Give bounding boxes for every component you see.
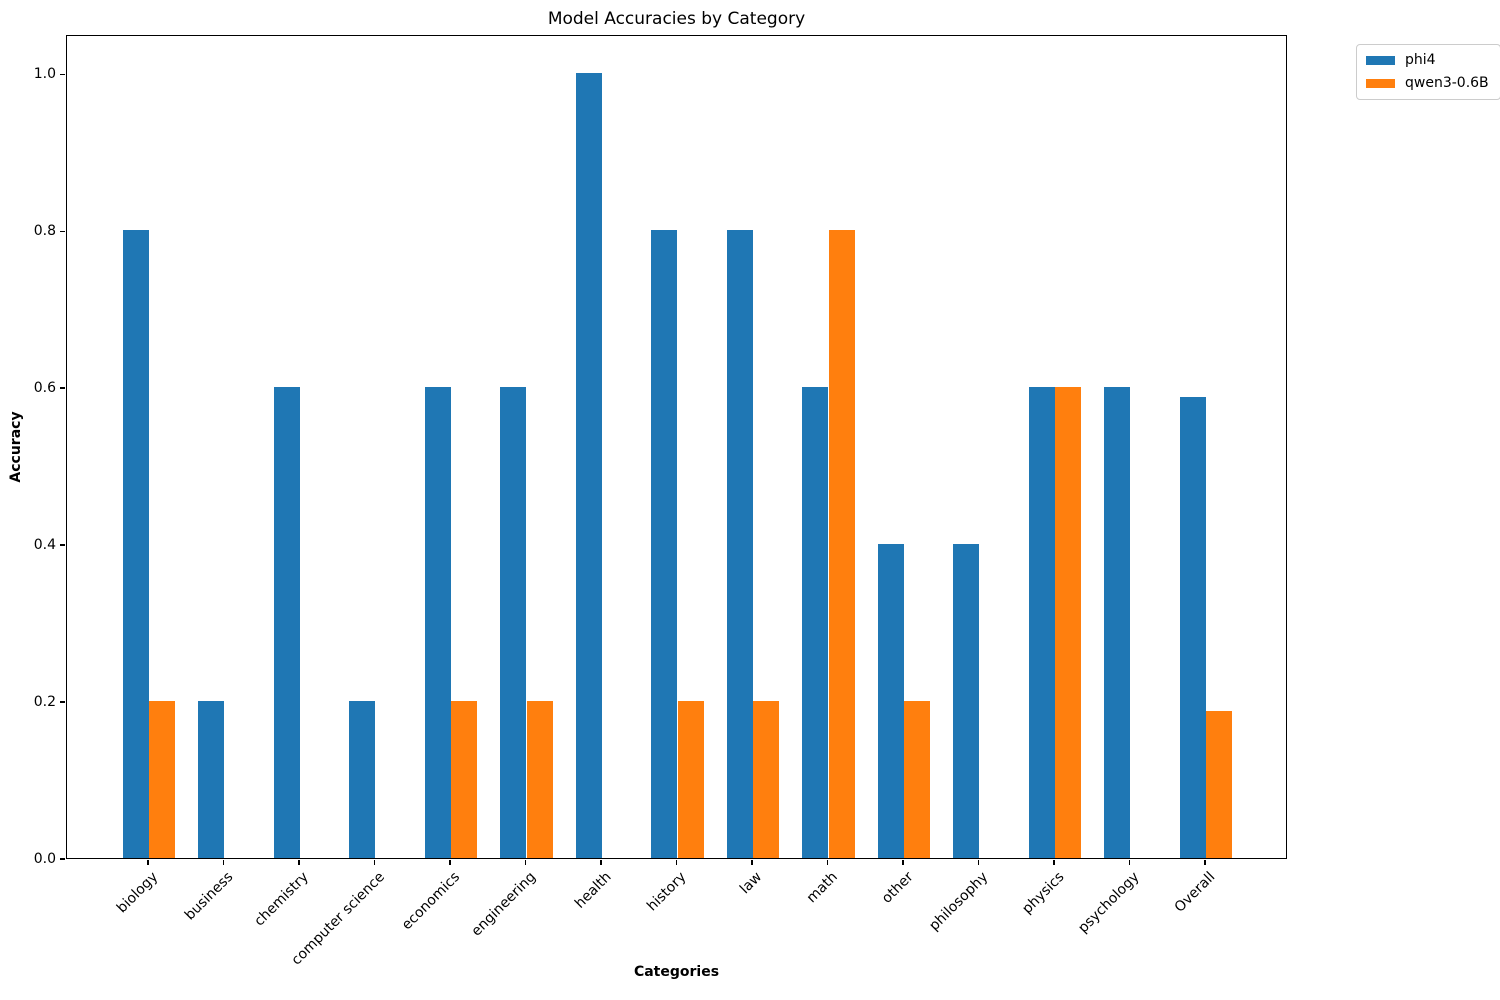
bar-phi4-psychology	[1104, 387, 1131, 858]
x-tick-label-health: health	[571, 869, 615, 912]
x-tick-label-history: history	[644, 869, 690, 915]
bar-qwen3-0-6b-law	[753, 701, 780, 858]
y-tick-label-0.8: 0.8	[33, 223, 56, 240]
y-tick-mark-0.2	[60, 701, 65, 703]
y-tick-label-0.0: 0.0	[33, 851, 56, 867]
x-tick-label-law: law	[737, 869, 766, 898]
bar-phi4-math	[802, 387, 829, 858]
bar-phi4-computer-science	[349, 701, 376, 858]
legend-swatch-phi4	[1366, 56, 1395, 65]
x-tick-mark-physics	[1053, 860, 1055, 865]
x-tick-label-philosophy: philosophy	[926, 869, 992, 935]
bar-phi4-law	[726, 230, 753, 858]
x-tick-label-other: other	[878, 869, 917, 907]
x-tick-mark-math	[826, 860, 829, 865]
bar-phi4-business	[198, 701, 225, 858]
x-tick-mark-economics	[449, 860, 451, 865]
bar-phi4-health	[575, 73, 602, 858]
legend-swatch-qwen3-0-6b	[1366, 79, 1395, 88]
x-tick-mark-biology	[147, 860, 149, 865]
bar-qwen3-0-6b-economics	[451, 701, 478, 858]
bar-qwen3-0-6b-biology	[148, 701, 176, 858]
y-tick-mark-0.4	[60, 544, 65, 546]
legend-item-qwen3-0-6b: qwen3-0.6B	[1366, 75, 1489, 92]
x-tick-mark-computer-science	[373, 860, 376, 865]
y-tick-label-1.0: 1.0	[33, 66, 56, 83]
bar-phi4-physics	[1028, 387, 1055, 858]
y-tick-mark-0.8	[60, 230, 65, 232]
legend-label-qwen3-0-6b: qwen3-0.6B	[1405, 75, 1489, 91]
x-tick-mark-philosophy	[977, 860, 980, 865]
x-tick-label-economics: economics	[399, 869, 464, 934]
bar-qwen3-0-6b-other	[904, 701, 931, 858]
x-tick-mark-overall	[1204, 860, 1206, 865]
x-tick-mark-psychology	[1128, 860, 1131, 865]
x-tick-label-biology: biology	[113, 869, 162, 917]
bar-phi4-chemistry	[273, 387, 300, 858]
x-tick-label-engineering: engineering	[468, 869, 539, 940]
plot-area	[66, 35, 1287, 859]
bar-qwen3-0-6b-math	[828, 230, 855, 858]
bar-qwen3-0-6b-physics	[1055, 387, 1082, 858]
bar-phi4-other	[877, 544, 904, 858]
bar-qwen3-0-6b-history	[677, 701, 704, 858]
bar-phi4-economics	[424, 387, 451, 858]
x-tick-mark-business	[222, 860, 225, 865]
x-tick-label-psychology: psychology	[1075, 869, 1143, 937]
legend: phi4 qwen3-0.6B	[1356, 44, 1500, 100]
bar-phi4-overall	[1179, 397, 1206, 858]
x-tick-label-math: math	[803, 869, 841, 907]
y-tick-mark-0.6	[60, 387, 65, 389]
y-tick-mark-1.0	[60, 73, 65, 75]
x-tick-mark-history	[675, 860, 678, 865]
y-tick-label-0.4: 0.4	[33, 537, 56, 554]
y-tick-label-0.6: 0.6	[33, 380, 56, 397]
legend-item-phi4: phi4	[1366, 52, 1489, 69]
x-tick-mark-other	[902, 860, 904, 865]
y-tick-mark-0.0	[60, 858, 65, 860]
bar-qwen3-0-6b-engineering	[526, 701, 553, 858]
bar-phi4-history	[651, 230, 678, 858]
x-tick-mark-law	[751, 860, 753, 865]
y-tick-label-0.2: 0.2	[33, 694, 56, 710]
x-tick-mark-chemistry	[298, 860, 300, 865]
bar-phi4-engineering	[500, 387, 527, 858]
x-tick-mark-health	[600, 860, 602, 865]
bar-qwen3-0-6b-overall	[1206, 711, 1233, 858]
x-tick-label-physics: physics	[1019, 869, 1068, 918]
x-axis-label: Categories	[633, 964, 720, 980]
chart-title: Model Accuracies by Category	[547, 9, 806, 29]
bar-phi4-philosophy	[953, 544, 980, 858]
y-axis-label: Accuracy	[8, 411, 24, 483]
x-tick-mark-engineering	[524, 860, 527, 865]
bar-phi4-biology	[122, 230, 149, 858]
x-tick-label-business: business	[182, 869, 237, 924]
legend-label-phi4: phi4	[1405, 52, 1436, 68]
x-tick-label-chemistry: chemistry	[251, 869, 313, 930]
x-tick-label-overall: Overall	[1171, 869, 1219, 916]
